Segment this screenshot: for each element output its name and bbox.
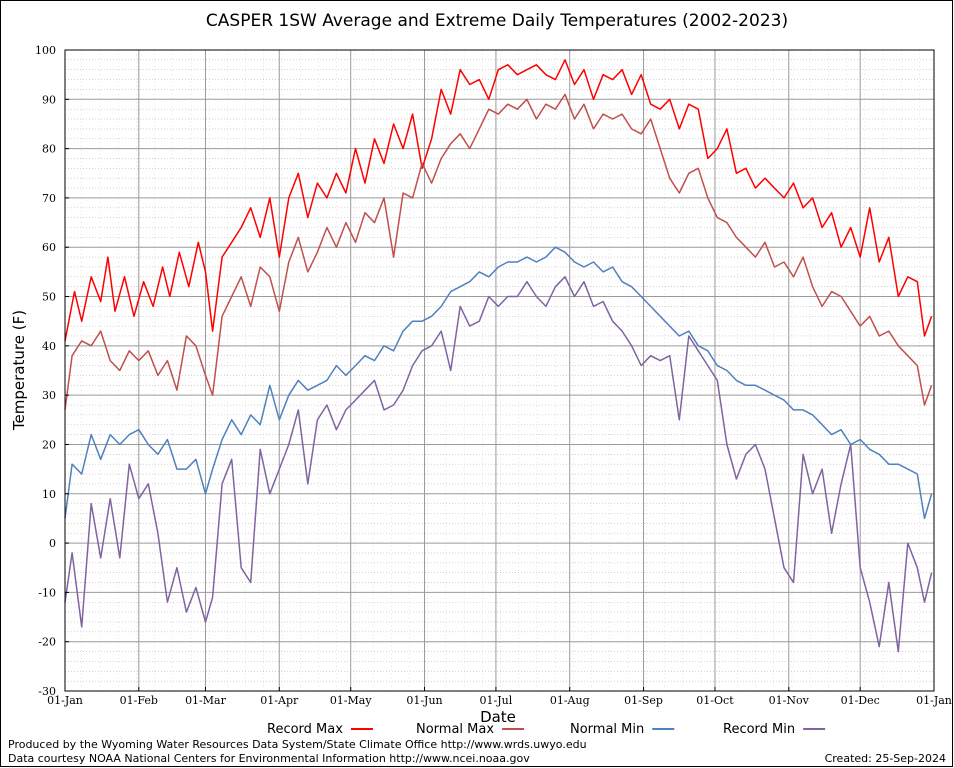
series-line-record-max: [64, 59, 933, 342]
minor-grid: [65, 50, 934, 691]
legend-item-normal-max: Normal Max: [416, 722, 525, 737]
legend-item-normal-min: Normal Min: [570, 722, 675, 737]
x-tick-label: 01-Jan: [47, 694, 83, 707]
y-tick-label: 100: [35, 44, 56, 57]
x-tick-label: 01-Nov: [769, 694, 810, 707]
y-tick-label: 80: [42, 143, 56, 156]
y-tick-label: 60: [42, 241, 56, 254]
plot-border: [64, 49, 935, 692]
x-axis-ticks: 01-Jan 01-Feb 01-Mar 01-Apr 01-May 01-Jun 01-J…: [47, 687, 952, 707]
x-tick-label: 01-Jun: [406, 694, 442, 707]
y-tick-label: 0: [49, 537, 56, 550]
y-tick-label: 40: [42, 340, 56, 353]
y-tick-label: -10: [38, 586, 56, 599]
series-layer: [64, 59, 933, 653]
footer-data-courtesy: Data courtesy NOAA National Centers for …: [8, 752, 530, 765]
x-tick-label: 01-Oct: [696, 694, 734, 707]
series-line-normal-max: [64, 93, 933, 410]
y-tick-label: 30: [42, 389, 56, 402]
legend: Record Max Normal Max Normal Min Record Min: [267, 722, 826, 737]
y-axis-label: Temperature (F): [10, 310, 28, 431]
legend-label: Normal Max: [416, 722, 494, 737]
footer-created: Created: 25-Sep-2024: [824, 752, 946, 765]
x-tick-label: 01-Apr: [260, 694, 299, 707]
y-tick-label: -20: [38, 636, 56, 649]
series-line-record-min: [64, 276, 933, 653]
chart-title: CASPER 1SW Average and Extreme Daily Tem…: [206, 11, 788, 31]
plot-area: [65, 50, 934, 691]
legend-label: Record Min: [723, 722, 795, 737]
legend-item-record-max: Record Max: [267, 722, 373, 737]
y-tick-label: -30: [38, 685, 56, 698]
legend-item-record-min: Record Min: [723, 722, 826, 737]
y-tick-label: 70: [42, 192, 56, 205]
legend-label: Record Max: [267, 722, 343, 737]
series-line-normal-min: [64, 246, 933, 520]
x-tick-label: 01-Mar: [185, 694, 227, 707]
x-tick-label: 01-Jul: [480, 694, 513, 707]
major-grid: [64, 49, 935, 692]
x-tick-label: 01-Sep: [624, 694, 663, 707]
x-tick-label: 01-Feb: [120, 694, 158, 707]
x-tick-label: 01-May: [330, 694, 373, 707]
x-tick-label: 01-Dec: [841, 694, 880, 707]
x-tick-label: 01-Jan: [916, 694, 952, 707]
y-tick-label: 10: [42, 488, 56, 501]
x-tick-label: 01-Aug: [550, 694, 590, 707]
x-axis-label: Date: [480, 708, 516, 726]
y-tick-label: 90: [42, 93, 56, 106]
y-tick-label: 50: [42, 291, 56, 304]
legend-label: Normal Min: [570, 722, 644, 737]
footer-produced-by: Produced by the Wyoming Water Resources …: [8, 738, 587, 751]
y-tick-label: 20: [42, 438, 56, 451]
